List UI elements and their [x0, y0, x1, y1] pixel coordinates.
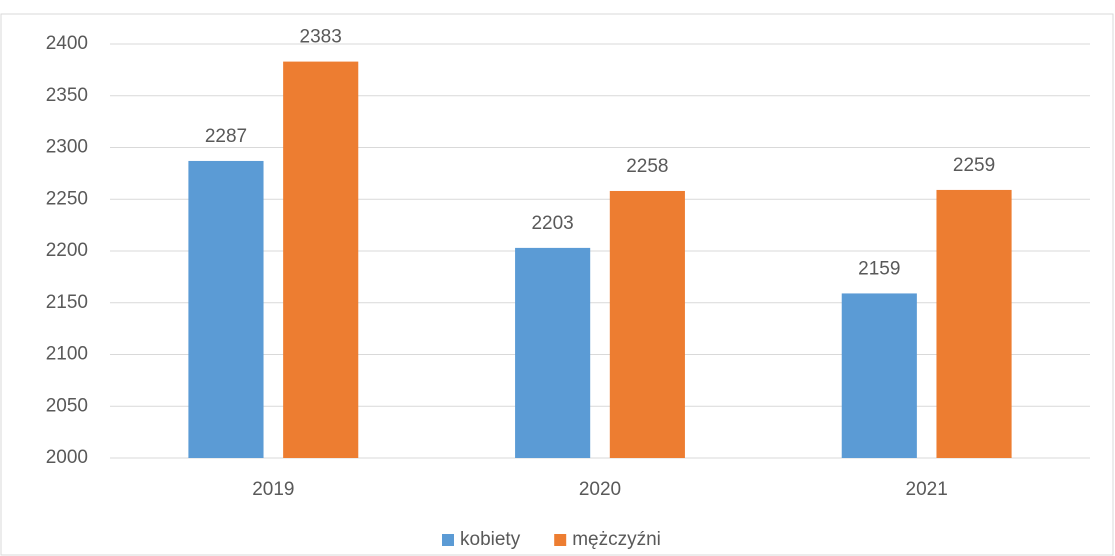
data-label: 2287: [205, 126, 247, 147]
y-tick-label: 2350: [46, 85, 88, 106]
data-label: 2383: [300, 27, 342, 48]
bar: [515, 247, 591, 458]
y-tick-label: 2100: [46, 344, 88, 365]
legend-swatch: [442, 534, 454, 546]
x-tick-label: 2019: [252, 479, 294, 500]
x-tick-label: 2021: [906, 479, 948, 500]
data-label: 2203: [531, 213, 573, 234]
y-tick-label: 2400: [46, 33, 88, 54]
legend-label: mężczyźni: [572, 529, 661, 550]
data-label: 2159: [858, 258, 900, 279]
bar: [936, 189, 1012, 458]
y-tick-label: 2300: [46, 137, 88, 158]
bar: [841, 293, 917, 458]
x-tick-label: 2020: [579, 479, 621, 500]
bar: [283, 61, 359, 458]
data-label: 2258: [626, 156, 668, 177]
y-tick-label: 2050: [46, 395, 88, 416]
y-tick-label: 2000: [46, 447, 88, 468]
bar: [188, 160, 264, 458]
y-tick-label: 2250: [46, 188, 88, 209]
legend-label: kobiety: [460, 529, 521, 550]
legend-swatch: [554, 534, 567, 546]
data-label: 2259: [953, 155, 995, 176]
y-tick-label: 2150: [46, 292, 88, 313]
y-tick-label: 2200: [46, 240, 88, 261]
bar: [609, 190, 685, 458]
